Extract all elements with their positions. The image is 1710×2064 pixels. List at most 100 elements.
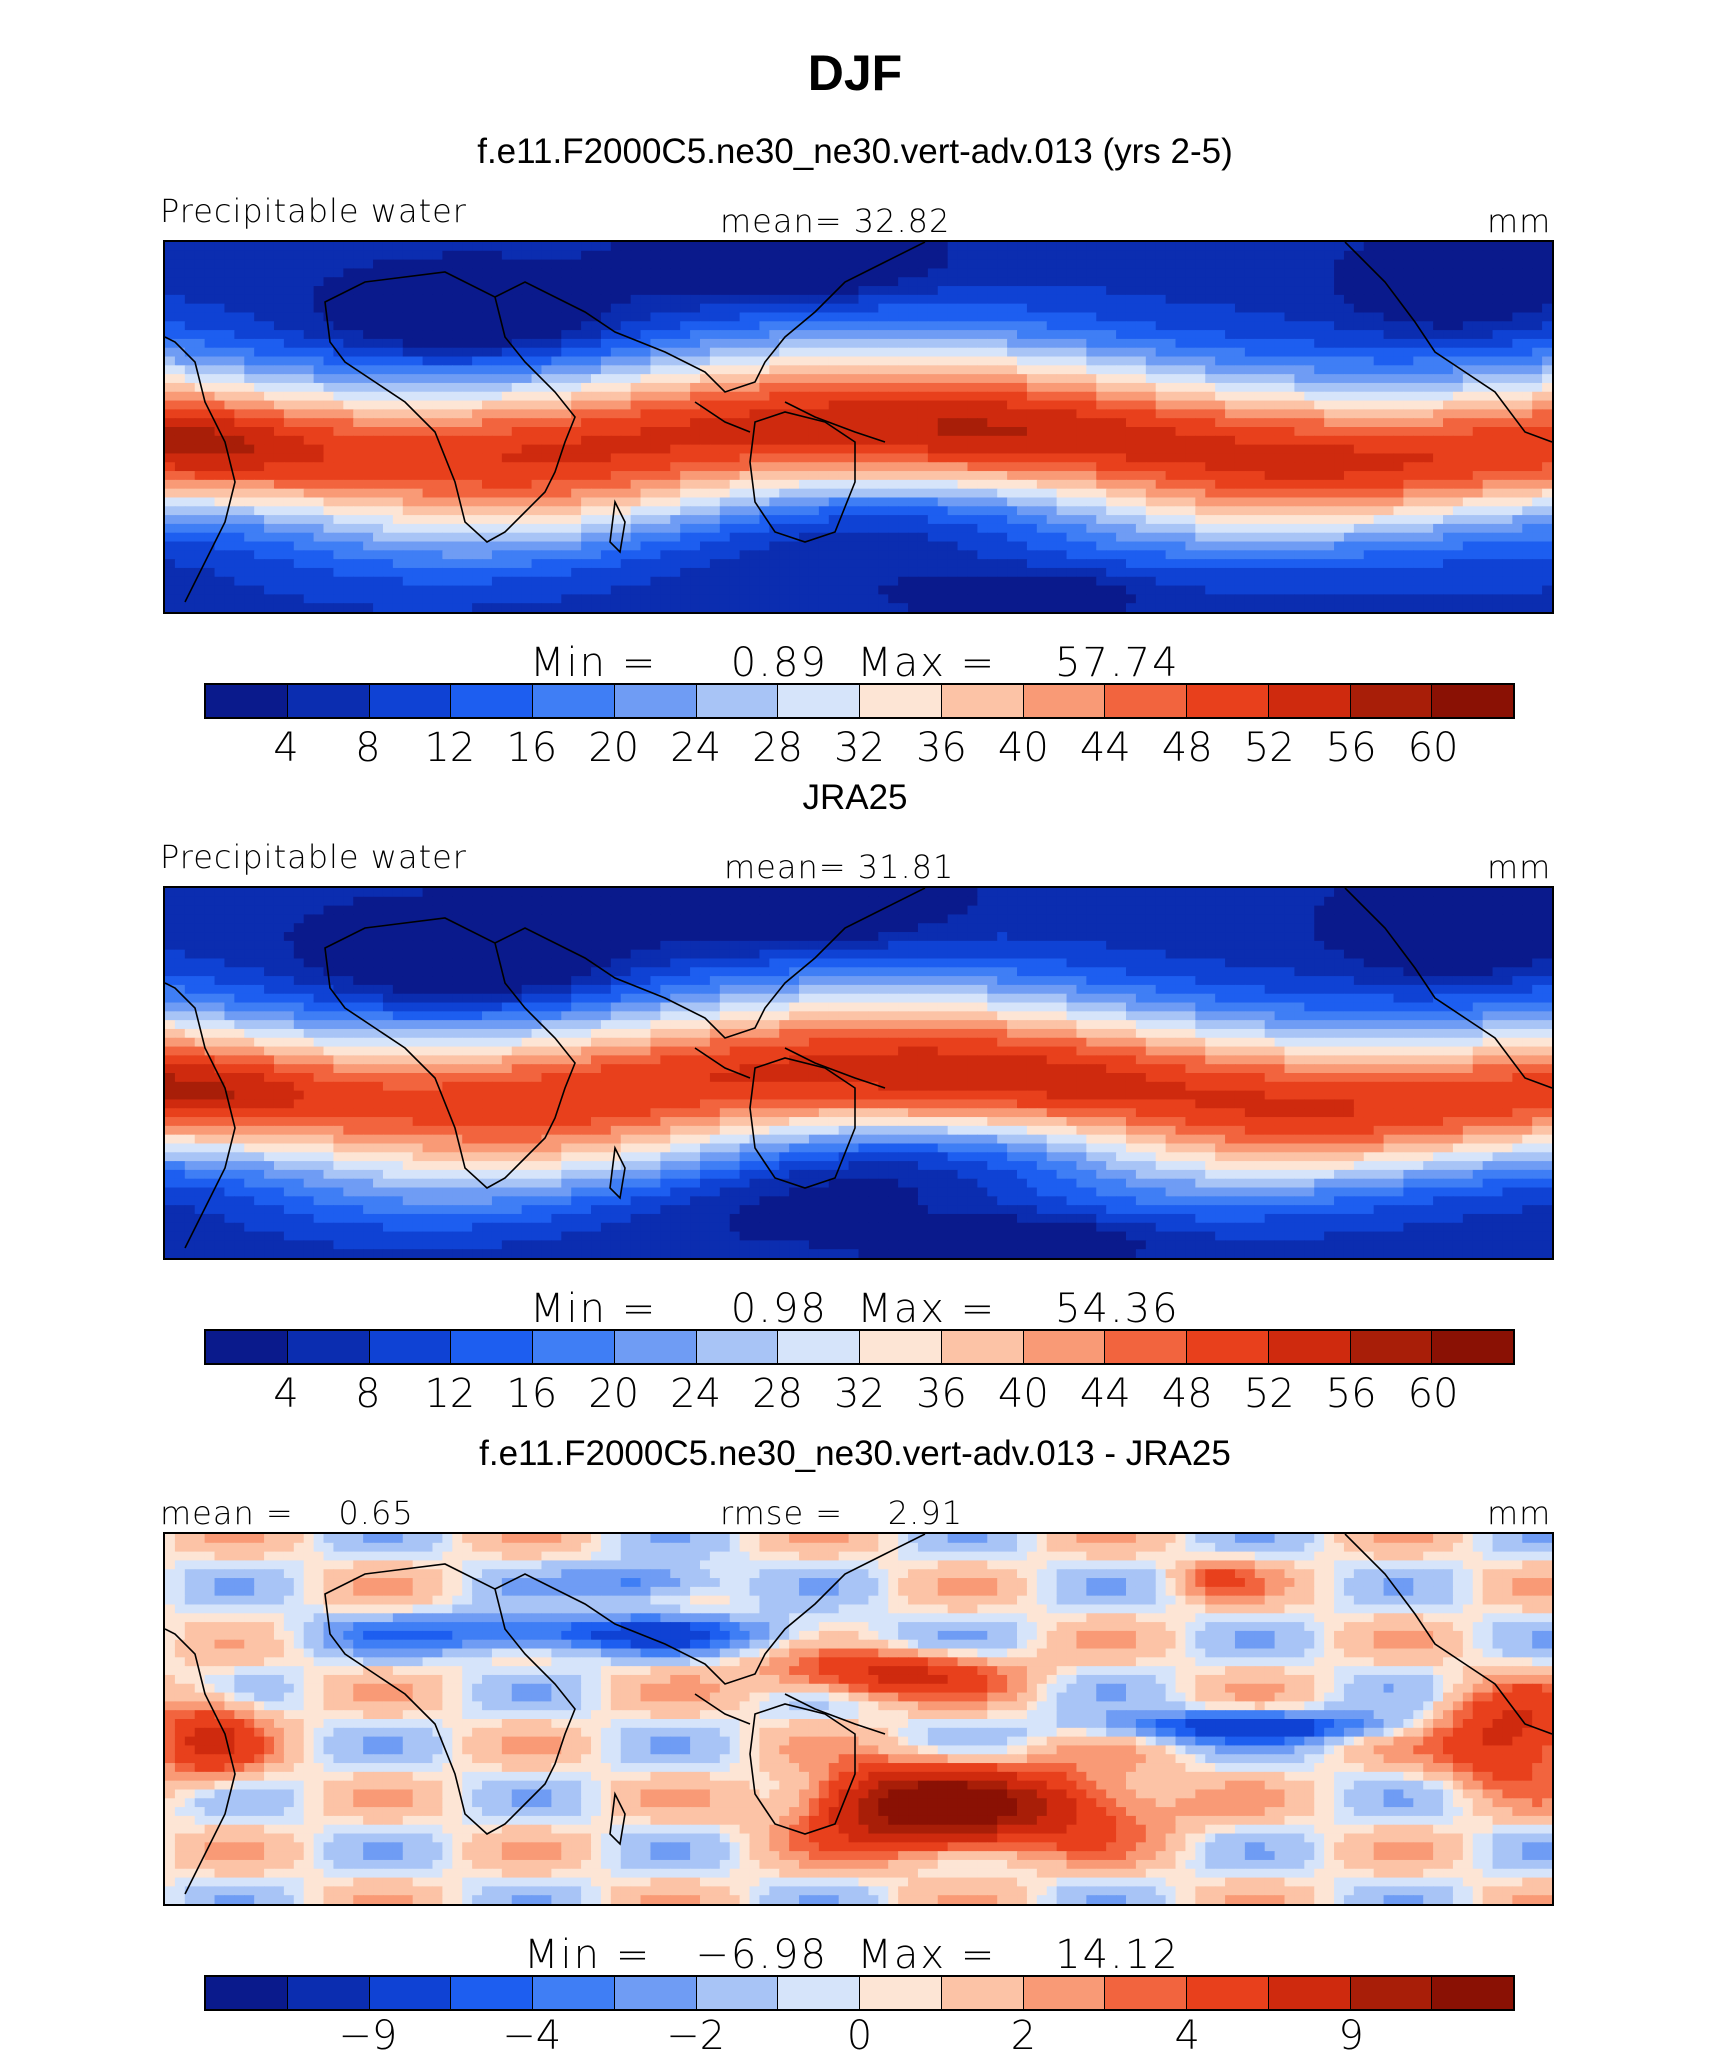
colorbar-swatch [1432, 1331, 1513, 1363]
colorbar-swatch [533, 1331, 615, 1363]
colorbar-swatch [941, 685, 1024, 717]
colorbar-swatch [451, 685, 533, 717]
colorbar-tick-label: −4 [502, 2013, 562, 2059]
colorbar-swatch [287, 1977, 370, 2009]
colorbar-tick-label: 12 [424, 1371, 476, 1417]
panel-3-rmse-label: rmse = 2.91 [720, 1494, 964, 1532]
panel-1-minmax: Min = 0.89 Max = 57.74 [530, 640, 1180, 686]
panel-1-units-label: mm [1487, 202, 1552, 240]
colorbar-tick-label: 0 [846, 2013, 873, 2059]
colorbar-tick-label: 24 [670, 1371, 722, 1417]
colorbar-swatch [1350, 1977, 1433, 2009]
colorbar-swatch [1187, 685, 1269, 717]
panel-1-map-svg [165, 242, 1552, 612]
colorbar-tick-label: 20 [588, 725, 640, 771]
colorbar-tick-label: 40 [997, 1371, 1049, 1417]
colorbar-swatch [778, 1977, 860, 2009]
colorbar-tick-label: 28 [752, 725, 804, 771]
colorbar-swatch [1432, 685, 1513, 717]
colorbar-swatch [1023, 1331, 1106, 1363]
colorbar-tick-label: −9 [338, 2013, 398, 2059]
panel-2-colorbar-ticks: 4 8 12 16 20 24 28 32 36 40 44 48 52 56 60 [0, 1371, 1710, 1421]
colorbar-tick-label: 32 [834, 725, 885, 771]
panel-2-units-label: mm [1487, 848, 1552, 886]
colorbar-tick-label: 32 [834, 1371, 885, 1417]
colorbar-swatch [1105, 1331, 1187, 1363]
colorbar-swatch [1187, 1977, 1269, 2009]
panel-2-variable-label: Precipitable water [160, 838, 467, 876]
colorbar-swatch [941, 1331, 1024, 1363]
colorbar-swatch [533, 685, 615, 717]
panel-2-minmax: Min = 0.98 Max = 54.36 [530, 1286, 1180, 1332]
panel-3-units-label: mm [1487, 1494, 1552, 1532]
panel-1-subtitle: f.e11.F2000C5.ne30_ne30.vert-adv.013 (yr… [477, 132, 1233, 171]
panel-2-subtitle: JRA25 [802, 778, 908, 817]
colorbar-tick-label: 60 [1407, 725, 1459, 771]
panel-1-variable-label: Precipitable water [160, 192, 467, 230]
colorbar-tick-label: 52 [1243, 1371, 1295, 1417]
panel-1-colorbar-ticks: 4 8 12 16 20 24 28 32 36 40 44 48 52 56 60 [0, 725, 1710, 775]
panel-3-subtitle: f.e11.F2000C5.ne30_ne30.vert-adv.013 - J… [479, 1434, 1231, 1473]
colorbar-tick-label: 44 [1079, 1371, 1131, 1417]
colorbar-tick-label: 8 [355, 725, 381, 771]
colorbar-swatch [369, 1331, 452, 1363]
panel-1-colorbar [204, 683, 1515, 719]
colorbar-swatch [287, 685, 370, 717]
colorbar-tick-label: 8 [355, 1371, 381, 1417]
colorbar-swatch [369, 1977, 452, 2009]
colorbar-swatch [860, 685, 942, 717]
panel-2-colorbar [204, 1329, 1515, 1365]
colorbar-swatch [941, 1977, 1024, 2009]
colorbar-tick-label: 2 [1010, 2013, 1037, 2059]
panel-3-mean-label: mean = 0.65 [160, 1494, 414, 1532]
colorbar-tick-label: 12 [424, 725, 476, 771]
panel-3-colorbar [204, 1975, 1515, 2011]
colorbar-swatch [1350, 685, 1433, 717]
colorbar-tick-label: 52 [1243, 725, 1295, 771]
colorbar-swatch [451, 1331, 533, 1363]
colorbar-swatch [614, 1977, 697, 2009]
colorbar-swatch [206, 685, 288, 717]
colorbar-tick-label: 4 [273, 1371, 299, 1417]
colorbar-swatch [778, 1331, 860, 1363]
colorbar-swatch [696, 1977, 779, 2009]
colorbar-swatch [1432, 1977, 1513, 2009]
colorbar-tick-label: 16 [506, 1371, 558, 1417]
panel-2-mean-label: mean= 31.81 [724, 848, 955, 886]
figure-title: DJF [807, 45, 903, 101]
colorbar-swatch [696, 1331, 779, 1363]
panel-1-mean-label: mean= 32.82 [720, 202, 951, 240]
colorbar-swatch [1023, 1977, 1106, 2009]
colorbar-tick-label: 4 [273, 725, 299, 771]
colorbar-swatch [614, 685, 697, 717]
colorbar-tick-label: −2 [666, 2013, 726, 2059]
colorbar-swatch [1350, 1331, 1433, 1363]
colorbar-swatch [778, 685, 860, 717]
colorbar-swatch [533, 1977, 615, 2009]
colorbar-swatch [1105, 685, 1187, 717]
colorbar-swatch [369, 685, 452, 717]
panel-3-colorbar-ticks: −9 −4 −2 0 2 4 9 [0, 2013, 1710, 2063]
panel-3-minmax: Min = −6.98 Max = 14.12 [524, 1932, 1180, 1978]
colorbar-tick-label: 48 [1161, 725, 1213, 771]
colorbar-swatch [1268, 1331, 1351, 1363]
colorbar-swatch [1105, 1977, 1187, 2009]
colorbar-tick-label: 48 [1161, 1371, 1213, 1417]
panel-3-map [163, 1532, 1554, 1906]
colorbar-tick-label: 9 [1338, 2013, 1364, 2059]
colorbar-swatch [206, 1977, 288, 2009]
colorbar-tick-label: 44 [1079, 725, 1131, 771]
panel-2-map [163, 886, 1554, 1260]
colorbar-tick-label: 24 [670, 725, 722, 771]
colorbar-swatch [614, 1331, 697, 1363]
colorbar-tick-label: 20 [588, 1371, 640, 1417]
colorbar-swatch [860, 1331, 942, 1363]
colorbar-tick-label: 28 [752, 1371, 804, 1417]
colorbar-swatch [451, 1977, 533, 2009]
colorbar-tick-label: 40 [997, 725, 1049, 771]
colorbar-tick-label: 56 [1325, 725, 1377, 771]
colorbar-swatch [1268, 685, 1351, 717]
colorbar-swatch [206, 1331, 288, 1363]
panel-1-map [163, 240, 1554, 614]
colorbar-swatch [860, 1977, 942, 2009]
